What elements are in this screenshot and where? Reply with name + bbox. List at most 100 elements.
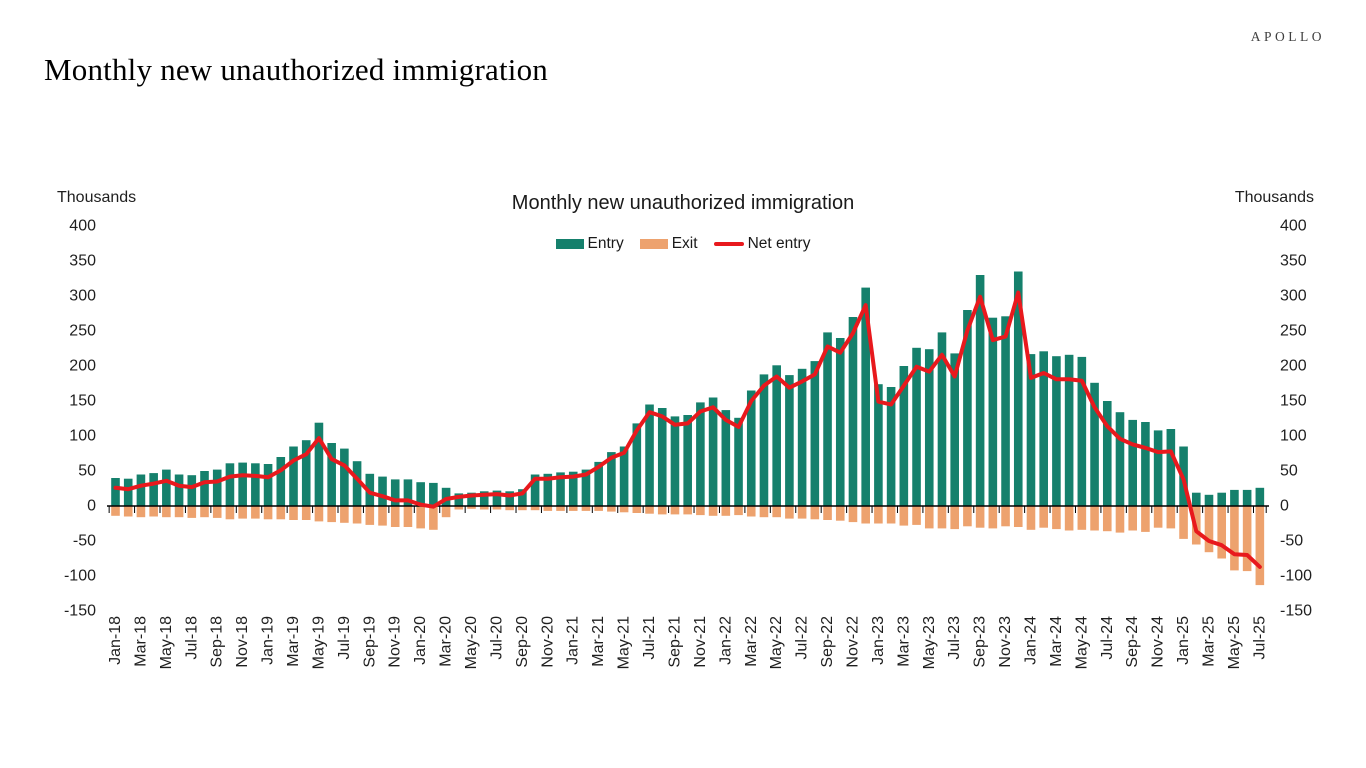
- entry-bar: [505, 491, 514, 506]
- entry-bar: [263, 464, 273, 506]
- exit-bar: [238, 506, 247, 519]
- exit-bar: [772, 506, 781, 518]
- exit-bar: [123, 506, 133, 517]
- entry-bar: [810, 361, 820, 506]
- x-tick-label: Nov-23: [997, 616, 1014, 668]
- entry-bar: [734, 417, 743, 506]
- x-tick-label: Mar-18: [132, 616, 149, 667]
- y-tick-label-left: -150: [64, 603, 96, 620]
- entry-bar: [874, 384, 883, 506]
- exit-bar: [479, 506, 489, 510]
- legend-swatch-icon: [555, 239, 584, 249]
- entry-bar: [314, 422, 324, 506]
- exit-bar: [111, 506, 120, 516]
- x-tick-label: Jul-25: [1251, 616, 1268, 660]
- x-tick-label: Nov-18: [234, 616, 251, 668]
- exit-bar: [251, 506, 260, 519]
- y-tick-label-left: -100: [64, 568, 96, 585]
- exit-bar: [1039, 506, 1048, 528]
- exit-bar: [301, 506, 311, 520]
- exit-bar: [1255, 506, 1265, 586]
- entry-bar: [1115, 412, 1125, 506]
- exit-bar: [518, 506, 527, 511]
- y-tick-label-left: 250: [69, 323, 96, 340]
- entry-bar: [1255, 487, 1265, 506]
- exit-bar: [314, 506, 324, 522]
- entry-bar: [607, 452, 616, 506]
- entry-bar: [1191, 492, 1201, 506]
- x-tick-label: Jan-19: [260, 616, 277, 665]
- exit-bar: [378, 506, 387, 526]
- x-tick-label: May-20: [463, 616, 480, 669]
- entry-bar: [861, 287, 870, 506]
- x-tick-label: Jan-20: [412, 616, 429, 665]
- exit-bar: [1166, 506, 1176, 529]
- y-tick-label-right: 100: [1280, 428, 1307, 445]
- entry-bar: [403, 479, 413, 506]
- legend-label: Net entry: [747, 235, 811, 252]
- exit-bar: [594, 506, 603, 511]
- exit-bar: [657, 506, 667, 515]
- entry-bar: [340, 448, 349, 506]
- y-tick-label-right: 200: [1280, 358, 1307, 375]
- x-tick-label: May-18: [158, 616, 175, 669]
- entry-bar: [746, 390, 756, 506]
- x-tick-label: Nov-20: [539, 616, 556, 668]
- x-tick-label: May-21: [616, 616, 633, 669]
- entry-bar: [988, 317, 998, 506]
- entry-bar: [1077, 356, 1087, 506]
- x-tick-label: Mar-24: [1048, 616, 1065, 667]
- y-tick-label-right: 50: [1280, 463, 1298, 480]
- exit-bar: [950, 506, 959, 530]
- x-tick-label: Nov-22: [844, 616, 861, 668]
- entry-bar: [251, 463, 260, 506]
- exit-bar: [556, 506, 565, 511]
- y-tick-label-right: -150: [1280, 603, 1312, 620]
- exit-bar: [607, 506, 616, 512]
- x-tick-label: Jul-22: [794, 616, 811, 660]
- x-tick-label: Jan-21: [565, 616, 582, 665]
- exit-bar: [1090, 506, 1099, 531]
- entry-bar: [149, 473, 158, 506]
- exit-bar: [734, 506, 743, 516]
- page-title: Monthly new unauthorized immigration: [44, 52, 548, 87]
- exit-bar: [416, 506, 425, 529]
- entry-bar: [568, 471, 578, 506]
- exit-bar: [441, 506, 451, 518]
- entry-bar: [123, 478, 133, 506]
- exit-bar: [1242, 506, 1252, 572]
- exit-bar: [340, 506, 349, 523]
- exit-bar: [785, 506, 794, 519]
- exit-bar: [963, 506, 972, 527]
- exit-bar: [759, 506, 769, 518]
- entry-bar: [225, 463, 235, 506]
- exit-bar: [1179, 506, 1188, 539]
- exit-bar: [874, 506, 883, 524]
- entry-bar: [975, 275, 985, 506]
- entry-bar: [276, 457, 286, 506]
- exit-bar: [721, 506, 731, 516]
- x-tick-label: Nov-19: [387, 616, 404, 668]
- exit-bar: [886, 506, 896, 524]
- entry-bar: [963, 310, 972, 506]
- exit-bar: [670, 506, 680, 515]
- y-tick-label-right: 300: [1280, 288, 1307, 305]
- legend-label: Exit: [671, 235, 698, 252]
- entry-bar: [301, 440, 311, 506]
- y-axis-unit-left: Thousands: [57, 189, 137, 206]
- entry-bar: [797, 368, 807, 506]
- chart-legend: Entry Exit Net entry: [0, 235, 1366, 253]
- y-tick-label-right: 0: [1280, 498, 1289, 515]
- exit-bar: [492, 506, 502, 510]
- exit-bar: [200, 506, 209, 518]
- exit-bar: [988, 506, 998, 529]
- exit-bar: [1026, 506, 1036, 530]
- entry-bar: [950, 353, 959, 506]
- legend-swatch-icon: [639, 239, 668, 249]
- exit-bar: [861, 506, 870, 524]
- exit-bar: [937, 506, 947, 529]
- entry-bar: [416, 482, 425, 506]
- exit-bar: [454, 506, 464, 510]
- entry-bar: [1166, 429, 1176, 506]
- entry-bar: [200, 471, 209, 506]
